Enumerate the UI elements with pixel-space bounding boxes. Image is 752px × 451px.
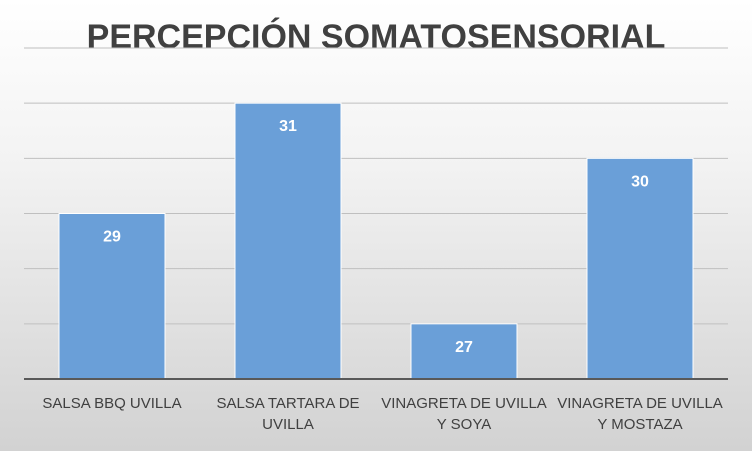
category-label: SALSA TARTARA DE UVILLA	[216, 395, 360, 433]
category-label: VINAGRETA DE UVILLA Y MOSTAZA	[557, 395, 723, 433]
category-label: SALSA BBQ UVILLA	[42, 395, 182, 412]
bar	[586, 157, 694, 380]
category-label: VINAGRETA DE UVILLA Y SOYA	[381, 395, 547, 433]
data-label: 30	[631, 173, 649, 190]
data-label: 31	[279, 118, 297, 135]
bar	[234, 102, 342, 380]
data-label: 27	[455, 339, 473, 356]
bar	[58, 213, 166, 380]
chart-title: PERCEPCIÓN SOMATOSENSORIAL	[86, 18, 666, 56]
data-label: 29	[103, 229, 121, 246]
